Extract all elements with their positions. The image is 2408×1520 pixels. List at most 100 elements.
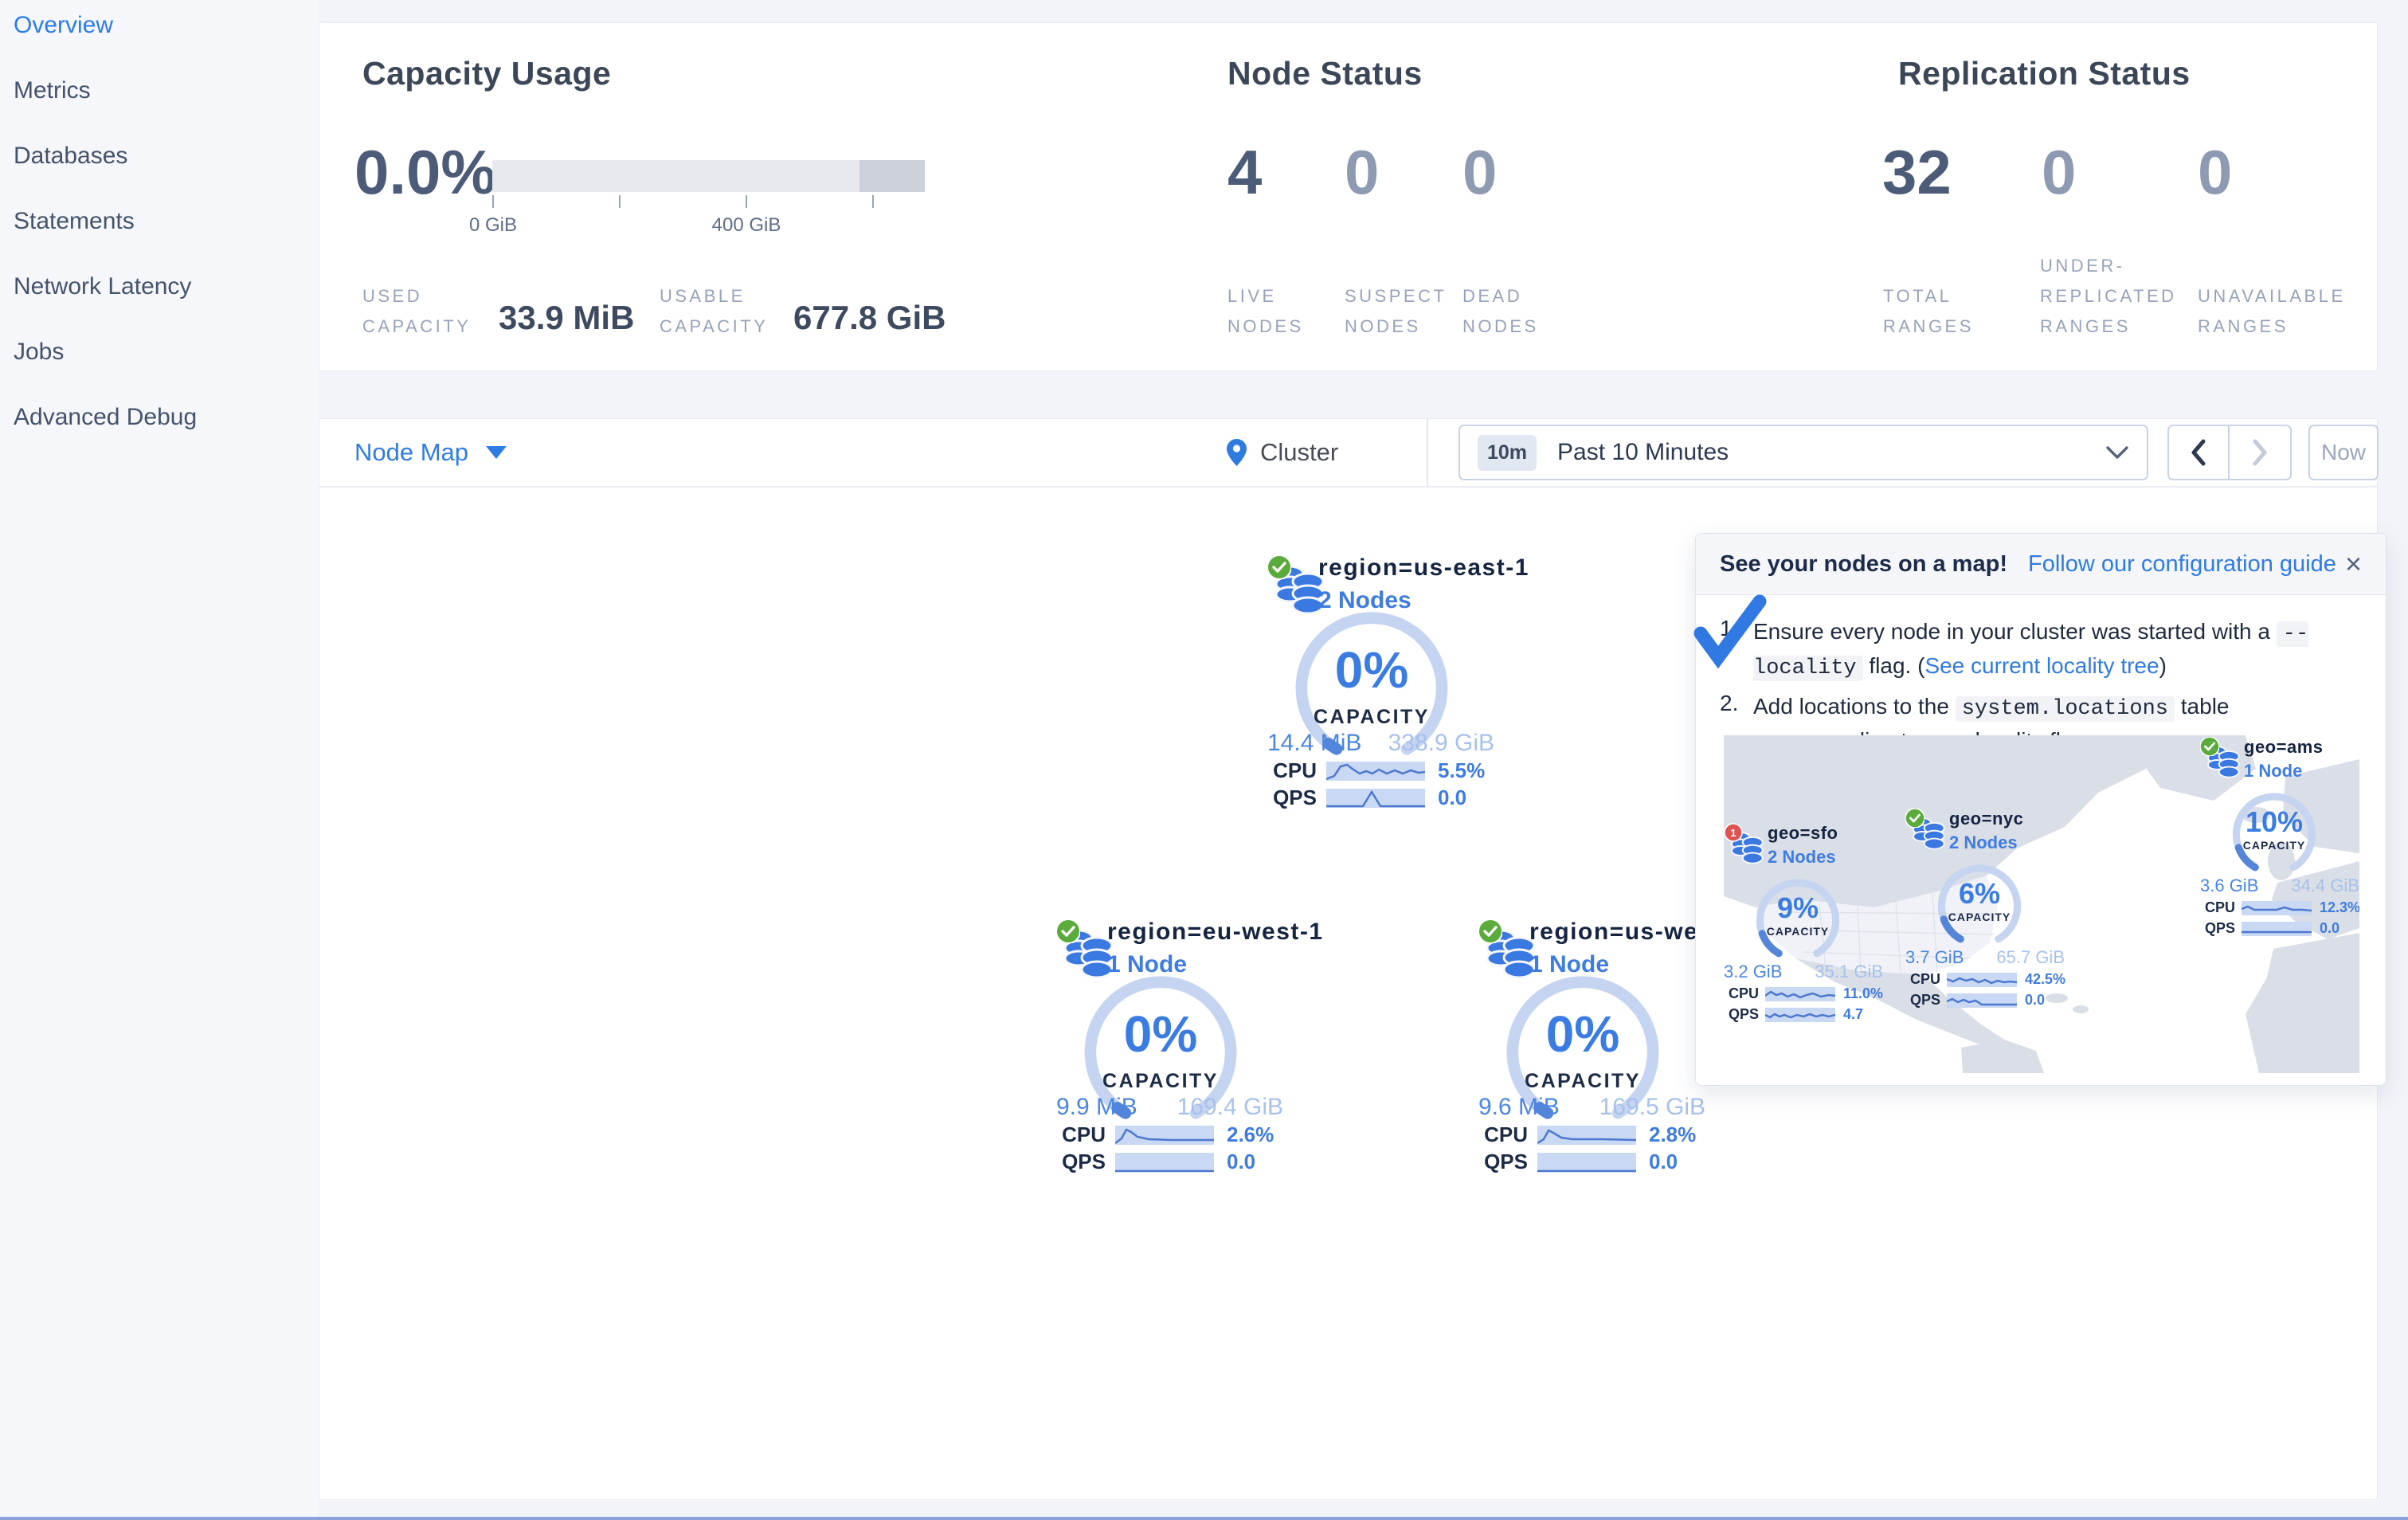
cluster-summary-card: Capacity Usage 0.0% 0 GiB 400 GiB USED C… <box>319 22 2378 371</box>
mini-capacity-label: CAPACITY <box>1948 911 2011 923</box>
mini-capacity-label: CAPACITY <box>1766 925 1830 938</box>
region-used-capacity: 9.6 MiB <box>1478 1094 1560 1120</box>
region-name: region=us-east-1 <box>1318 554 1529 581</box>
mini-region-nodes-link[interactable]: 2 Nodes <box>1949 832 2018 852</box>
time-window-dropdown[interactable]: 10m Past 10 Minutes <box>1459 425 2148 480</box>
suspect-nodes-value: 0 <box>1345 137 1380 207</box>
used-capacity-value: 33.9 MiB <box>499 299 635 336</box>
capacity-tick <box>619 195 621 208</box>
mini-region-nodes-link[interactable]: 2 Nodes <box>1768 847 1836 867</box>
mini-region-nodes-link[interactable]: 1 Node <box>2244 761 2303 781</box>
mini-capacity-gauge: 6% CAPACITY <box>1935 860 2024 946</box>
capacity-gauge-percent: 0% <box>1123 1005 1198 1063</box>
cpu-sparkline <box>1115 1125 1214 1145</box>
region-nodes-link[interactable]: 2 Nodes <box>1318 587 1412 613</box>
qps-sparkline <box>2242 921 2312 936</box>
sidebar-item-metrics[interactable]: Metrics <box>14 77 91 104</box>
cpu-value: 42.5% <box>2025 971 2066 987</box>
node-map-toolbar: Node Map Cluster 10m Past 10 Minutes <box>319 419 2379 488</box>
capacity-usage-bar <box>492 160 925 192</box>
capacity-gauge-label: CAPACITY <box>1314 706 1430 728</box>
tooltip-header: See your nodes on a map! Follow our conf… <box>1696 534 2386 595</box>
dead-nodes-label: DEAD NODES <box>1462 286 1539 336</box>
time-window-label: Past 10 Minutes <box>1557 439 1729 465</box>
step-text-segment: Ensure every node in your cluster was st… <box>1753 619 2277 644</box>
mini-region-name: geo=nyc <box>1949 809 2024 829</box>
view-mode-dropdown[interactable]: Node Map <box>354 419 507 486</box>
qps-sparkline <box>1947 993 2017 1008</box>
healthy-check-icon <box>1267 555 1291 579</box>
breadcrumb: Cluster <box>1226 419 1338 486</box>
qps-value: 0.0 <box>1227 1150 1256 1173</box>
mini-total-capacity: 65.7 GiB <box>1996 947 2065 967</box>
qps-sparkline <box>1326 788 1425 808</box>
cpu-label: CPU <box>1909 971 1940 987</box>
mini-used-capacity: 3.2 GiB <box>1724 962 1783 981</box>
qps-label: QPS <box>1728 1006 1759 1022</box>
sidebar-item-overview[interactable]: Overview <box>14 12 114 38</box>
unavailable-ranges-value: 0 <box>2198 137 2233 207</box>
cpu-label: CPU <box>1728 985 1759 1001</box>
now-button[interactable]: Now <box>2308 425 2379 480</box>
region-group-us-east-1[interactable]: region=us-east-1 2 Nodes 0% CAPACITY 14.… <box>1267 553 1528 824</box>
tooltip-title: See your nodes on a map! <box>1720 550 2007 577</box>
view-mode-label: Node Map <box>354 438 469 466</box>
breadcrumb-cluster-label[interactable]: Cluster <box>1260 438 1339 466</box>
step-text-segment: flag. ( <box>1862 653 1925 678</box>
mini-total-capacity: 35.1 GiB <box>1815 962 1883 981</box>
capacity-gauge-percent: 0% <box>1334 641 1409 699</box>
sidebar-item-jobs[interactable]: Jobs <box>14 339 65 365</box>
cpu-value: 2.6% <box>1227 1122 1274 1146</box>
sidebar-item-advanced-debug[interactable]: Advanced Debug <box>14 404 198 430</box>
sidebar-item-databases[interactable]: Databases <box>14 143 128 169</box>
dead-nodes-value: 0 <box>1462 137 1498 207</box>
region-nodes-link[interactable]: 1 Node <box>1107 951 1188 977</box>
close-icon[interactable]: × <box>2344 547 2362 580</box>
locality-tree-link[interactable]: See current locality tree <box>1924 653 2159 678</box>
region-total-capacity: 169.4 GiB <box>1177 1094 1283 1120</box>
capacity-usage-bar-used-segment <box>859 160 925 192</box>
time-window-badge: 10m <box>1478 434 1537 471</box>
sidebar-item-network-latency[interactable]: Network Latency <box>14 273 192 300</box>
mini-capacity-gauge: 9% CAPACITY <box>1753 874 1842 960</box>
qps-label: QPS <box>1273 785 1317 809</box>
time-window-next-button[interactable] <box>2230 426 2290 479</box>
system-locations-code: system.locations <box>1955 696 2175 722</box>
mini-capacity-label: CAPACITY <box>2242 839 2306 852</box>
toolbar-divider <box>1427 419 1428 486</box>
region-group-us-west-1[interactable]: region=us-west-1 1 Node 0% CAPACITY 9.6 … <box>1478 917 1744 1188</box>
capacity-tick <box>872 195 874 208</box>
cpu-sparkline <box>2242 900 2312 915</box>
step-number: 2. <box>1720 691 1739 715</box>
qps-value: 0.0 <box>1649 1150 1678 1173</box>
usable-capacity-label: USABLE CAPACITY <box>660 286 769 336</box>
unavailable-ranges-label: UNAVAILABLE RANGES <box>2198 286 2346 336</box>
mini-region-name: geo=sfo <box>1768 823 1838 843</box>
qps-value: 0.0 <box>1438 785 1467 809</box>
mini-capacity-percent: 6% <box>1958 877 2001 910</box>
time-window-arrows <box>2167 425 2292 480</box>
region-group-eu-west-1[interactable]: region=eu-west-1 1 Node 0% CAPACITY 9.9 … <box>1056 917 1322 1188</box>
cpu-label: CPU <box>2204 899 2235 915</box>
qps-value: 0.0 <box>2320 920 2340 936</box>
sidebar-item-statements[interactable]: Statements <box>14 208 135 234</box>
healthy-check-icon <box>1056 919 1080 943</box>
mini-total-capacity: 34.4 GiB <box>2291 876 2359 895</box>
cpu-value: 2.8% <box>1649 1122 1697 1146</box>
under-replicated-ranges-label: UNDER-REPLICATED RANGES <box>2040 256 2177 336</box>
suspect-nodes-label: SUSPECT NODES <box>1345 286 1447 336</box>
cpu-sparkline <box>1326 761 1425 781</box>
sidebar-nav: Overview Metrics Databases Statements Ne… <box>0 0 319 1520</box>
bottom-edge-bar <box>0 1517 2408 1520</box>
region-nodes-link[interactable]: 1 Node <box>1529 951 1610 977</box>
capacity-gauge-percent: 0% <box>1545 1005 1620 1063</box>
capacity-tick-label-400: 400 GiB <box>711 214 781 236</box>
time-window-prev-button[interactable] <box>2169 426 2230 479</box>
qps-sparkline <box>1765 1007 1835 1022</box>
under-replicated-ranges-value: 0 <box>2042 137 2077 207</box>
configuration-guide-link[interactable]: Follow our configuration guide <box>2027 550 2336 577</box>
step-text: Ensure every node in your cluster was st… <box>1753 616 2359 684</box>
qps-label: QPS <box>2204 920 2235 936</box>
capacity-tick <box>492 195 494 208</box>
qps-label: QPS <box>1909 992 1940 1008</box>
